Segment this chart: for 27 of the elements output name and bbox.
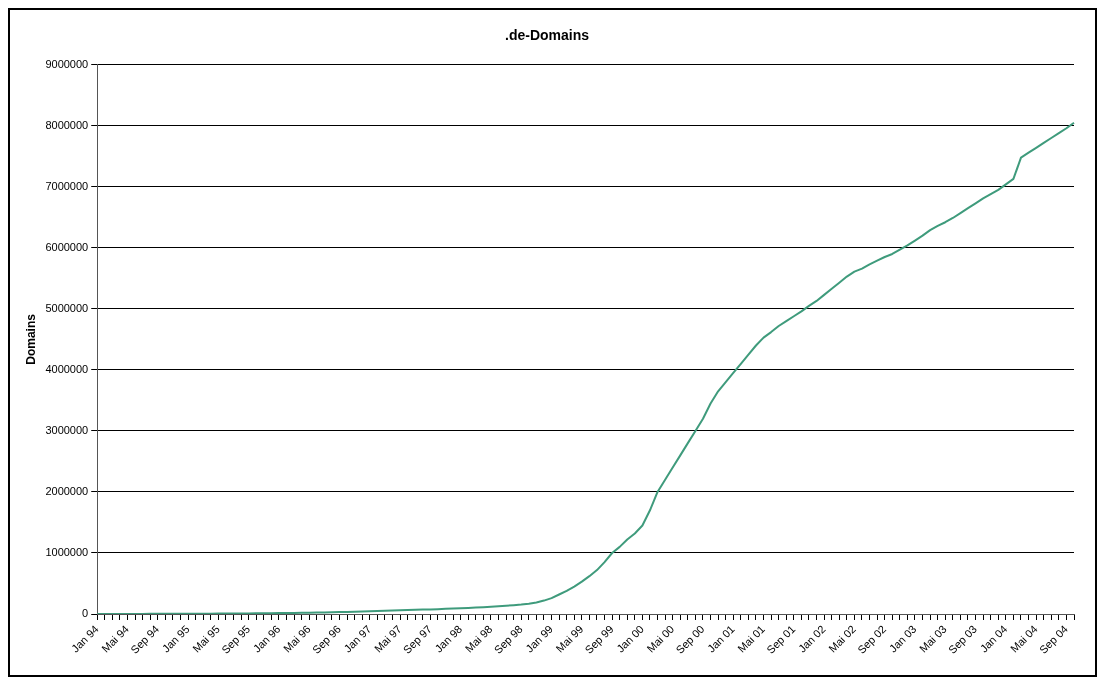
y-tick-label: 8000000 bbox=[45, 118, 89, 131]
y-tick-label: 7000000 bbox=[45, 179, 89, 192]
x-tick-label: Jan 95 bbox=[159, 622, 192, 655]
x-tick-label: Jan 99 bbox=[523, 622, 556, 655]
x-tick-label: Sep 02 bbox=[855, 622, 889, 656]
y-tick-label: 0 bbox=[82, 607, 89, 620]
x-tick-label: Jan 01 bbox=[704, 622, 737, 655]
y-tick-label: 3000000 bbox=[45, 423, 89, 436]
x-tick-label: Sep 95 bbox=[219, 622, 253, 656]
x-tick-label: Jan 94 bbox=[68, 622, 101, 655]
x-tick-label: Jan 04 bbox=[977, 622, 1010, 655]
y-tick-label: 1000000 bbox=[45, 546, 89, 559]
chart-title: .de-Domains bbox=[504, 27, 590, 44]
x-tick-label: Jan 96 bbox=[250, 622, 283, 655]
x-tick-label: Mai 02 bbox=[826, 622, 858, 655]
y-tick-label: 5000000 bbox=[45, 301, 89, 314]
y-tick-label: 9000000 bbox=[45, 57, 89, 70]
y-tick-label: 4000000 bbox=[45, 362, 89, 375]
y-tick-label: 2000000 bbox=[45, 485, 89, 497]
y-axis-title: Domains bbox=[23, 313, 38, 365]
x-tick-label: Jan 02 bbox=[795, 622, 828, 655]
x-tick-label: Jan 03 bbox=[886, 622, 919, 655]
x-tick-label: Mai 95 bbox=[190, 622, 222, 655]
x-tick-label: Jan 98 bbox=[432, 622, 465, 655]
y-tick-label: 6000000 bbox=[45, 240, 89, 253]
x-tick-label: Jan 97 bbox=[341, 622, 374, 655]
x-tick-label: Jan 00 bbox=[614, 622, 646, 655]
